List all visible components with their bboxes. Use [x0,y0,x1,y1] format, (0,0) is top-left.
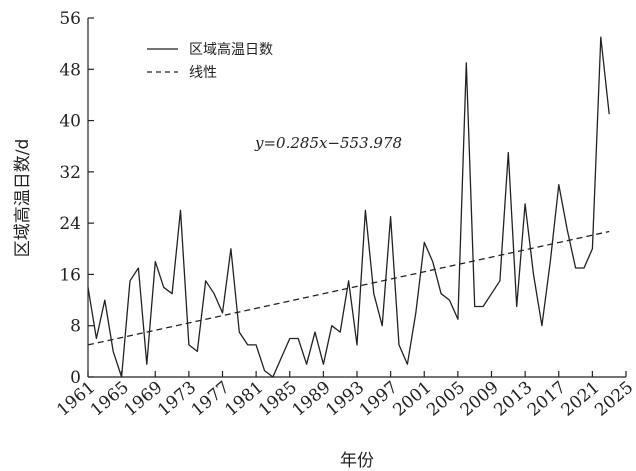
y-tick-label: 40 [59,112,81,132]
series-line-observed [87,36,610,378]
x-tick-label: 2005 [423,378,469,421]
y-tick-label: 16 [59,265,81,285]
x-tick-label: 2013 [490,378,536,421]
x-tick-label: 1997 [356,378,402,421]
trend-line-linear [87,230,610,346]
x-axis-title: 年份 [340,451,374,471]
x-tick-label: 1989 [289,378,335,421]
legend-label-observed: 区域高温日数 [189,41,273,58]
x-tick-label: 1981 [221,378,267,421]
y-tick-label: 48 [59,60,81,80]
legend-label-linear: 线性 [189,65,217,81]
y-axis-title: 区域高温日数/d [13,139,33,258]
y-tick-label: 32 [59,163,81,183]
y-tick-label: 56 [59,9,81,29]
x-tick-label: 2025 [591,378,636,421]
x-tick-label: 1969 [120,378,166,421]
y-tick-label: 8 [70,317,81,337]
x-tick-label: 2021 [558,378,604,421]
regression-equation: y=0.285x−553.978 [254,134,402,152]
x-tick-label: 1993 [322,378,368,421]
x-tick-label: 1973 [154,378,200,421]
y-tick-label: 0 [70,368,81,388]
x-tick-label: 1965 [87,378,133,421]
x-tick-label: 2009 [457,378,503,421]
y-tick-label: 24 [59,214,81,234]
x-tick-label: 2001 [389,378,435,421]
x-tick-label: 1977 [188,378,234,421]
x-tick-label: 1985 [255,378,301,421]
y-ticks: 0 8 16 24 32 40 48 56 [59,9,94,388]
legend: 区域高温日数 线性 [147,41,273,81]
series-layer [87,36,610,378]
x-ticks: 1961196519691973197719811985198919931997… [53,371,636,421]
x-tick-label: 2017 [524,378,570,421]
